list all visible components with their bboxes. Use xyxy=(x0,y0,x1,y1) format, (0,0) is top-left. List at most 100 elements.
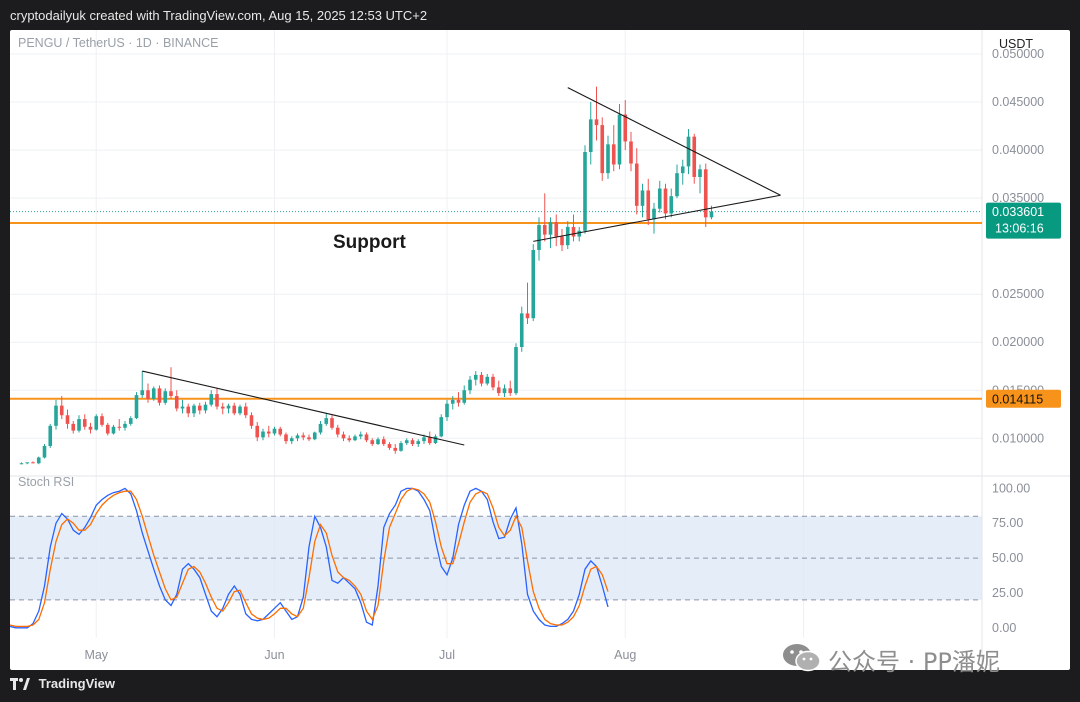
candle-body[interactable] xyxy=(404,440,409,444)
candle-body[interactable] xyxy=(433,436,438,444)
candle-body[interactable] xyxy=(301,435,306,438)
candle-body[interactable] xyxy=(25,462,30,464)
candle-body[interactable] xyxy=(146,390,150,399)
candle-body[interactable] xyxy=(427,437,432,444)
candle-body[interactable] xyxy=(422,437,426,442)
candle-body[interactable] xyxy=(353,436,357,441)
candle-body[interactable] xyxy=(600,125,605,174)
candles[interactable] xyxy=(19,86,714,465)
price-chart-svg[interactable]: 0.050000 0.045000 0.040000 0.035000 0.025000… xyxy=(10,30,1070,670)
candle-body[interactable] xyxy=(307,437,311,440)
candle-body[interactable] xyxy=(646,190,651,220)
candle-body[interactable] xyxy=(577,230,582,237)
candle-body[interactable] xyxy=(709,211,714,218)
candle-body[interactable] xyxy=(71,423,76,431)
candle-body[interactable] xyxy=(514,347,518,394)
candle-body[interactable] xyxy=(606,144,610,174)
candle-body[interactable] xyxy=(675,173,679,197)
candle-body[interactable] xyxy=(560,236,564,246)
candle-body[interactable] xyxy=(31,462,35,464)
candle-body[interactable] xyxy=(657,188,662,209)
candle-body[interactable] xyxy=(565,226,570,246)
candle-body[interactable] xyxy=(272,428,277,434)
candle-body[interactable] xyxy=(519,313,524,348)
candle-body[interactable] xyxy=(82,419,87,427)
candle-body[interactable] xyxy=(255,425,260,438)
candle-body[interactable] xyxy=(209,394,214,405)
candle-body[interactable] xyxy=(140,390,145,396)
candle-body[interactable] xyxy=(364,434,369,441)
candle-body[interactable] xyxy=(623,114,628,142)
candle-body[interactable] xyxy=(485,376,490,384)
trendline[interactable] xyxy=(533,194,781,242)
candle-body[interactable] xyxy=(215,394,219,407)
candle-body[interactable] xyxy=(399,443,403,451)
candle-body[interactable] xyxy=(151,388,156,399)
candle-body[interactable] xyxy=(692,136,697,177)
candle-body[interactable] xyxy=(48,425,53,446)
candle-body[interactable] xyxy=(416,441,421,445)
candle-body[interactable] xyxy=(629,141,633,164)
candle-body[interactable] xyxy=(491,376,495,388)
candle-body[interactable] xyxy=(123,423,127,428)
candle-body[interactable] xyxy=(358,434,363,437)
candle-body[interactable] xyxy=(640,190,645,206)
candle-body[interactable] xyxy=(284,434,288,442)
candle-body[interactable] xyxy=(100,416,104,425)
candle-body[interactable] xyxy=(680,166,685,174)
candle-body[interactable] xyxy=(634,163,639,206)
chart-panel[interactable]: 0.050000 0.045000 0.040000 0.035000 0.025000… xyxy=(10,30,1070,670)
candle-body[interactable] xyxy=(583,152,587,231)
candle-body[interactable] xyxy=(698,169,702,177)
candle-body[interactable] xyxy=(571,226,576,237)
candle-body[interactable] xyxy=(174,396,179,409)
candle-body[interactable] xyxy=(473,374,478,380)
candle-body[interactable] xyxy=(312,432,317,440)
candle-body[interactable] xyxy=(88,426,93,430)
candle-body[interactable] xyxy=(531,250,536,319)
stoch-rsi-lines[interactable] xyxy=(10,487,609,629)
candle-body[interactable] xyxy=(128,418,133,424)
candle-body[interactable] xyxy=(663,188,668,214)
candle-body[interactable] xyxy=(203,404,208,411)
candle-body[interactable] xyxy=(703,169,708,218)
candle-body[interactable] xyxy=(393,447,398,451)
candle-body[interactable] xyxy=(324,418,329,424)
candle-body[interactable] xyxy=(611,144,616,165)
candle-body[interactable] xyxy=(249,415,254,426)
candle-body[interactable] xyxy=(554,222,559,237)
candle-body[interactable] xyxy=(330,418,334,428)
candle-body[interactable] xyxy=(468,379,472,391)
candle-body[interactable] xyxy=(157,388,162,403)
candle-body[interactable] xyxy=(341,434,346,439)
candle-body[interactable] xyxy=(686,136,691,167)
candle-body[interactable] xyxy=(36,457,41,464)
candle-body[interactable] xyxy=(456,399,461,403)
candle-body[interactable] xyxy=(588,119,593,153)
candle-body[interactable] xyxy=(54,405,58,426)
candle-body[interactable] xyxy=(278,428,283,435)
candle-body[interactable] xyxy=(105,424,110,434)
candle-body[interactable] xyxy=(376,439,380,445)
candle-body[interactable] xyxy=(59,405,64,416)
candle-body[interactable] xyxy=(169,391,173,397)
candle-body[interactable] xyxy=(387,444,392,448)
candle-body[interactable] xyxy=(197,405,202,411)
candle-body[interactable] xyxy=(295,435,300,439)
candle-body[interactable] xyxy=(232,405,237,414)
stoch-d-line[interactable] xyxy=(10,487,609,628)
candle-body[interactable] xyxy=(42,445,47,458)
candle-body[interactable] xyxy=(226,405,231,409)
candle-body[interactable] xyxy=(335,427,340,435)
candle-body[interactable] xyxy=(652,208,656,220)
candle-body[interactable] xyxy=(238,406,242,414)
horizontal-levels[interactable] xyxy=(10,211,982,400)
candle-body[interactable] xyxy=(347,438,352,441)
candle-body[interactable] xyxy=(525,313,530,319)
candle-body[interactable] xyxy=(479,374,484,384)
candle-body[interactable] xyxy=(117,426,122,428)
candle-body[interactable] xyxy=(220,406,225,409)
candle-body[interactable] xyxy=(370,440,375,445)
candle-body[interactable] xyxy=(65,415,70,424)
candle-body[interactable] xyxy=(594,119,599,126)
